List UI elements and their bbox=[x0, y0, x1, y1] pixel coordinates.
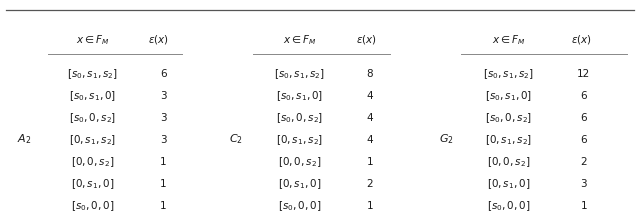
Text: $[0, s_1, 0]$: $[0, s_1, 0]$ bbox=[71, 177, 115, 191]
Text: $G_2$: $G_2$ bbox=[439, 132, 454, 145]
Text: 4: 4 bbox=[367, 135, 373, 145]
Text: $\varepsilon(x)$: $\varepsilon(x)$ bbox=[356, 33, 376, 46]
Text: $[0, 0, s_2]$: $[0, 0, s_2]$ bbox=[487, 155, 531, 169]
Text: $[0, 0, s_2]$: $[0, 0, s_2]$ bbox=[278, 155, 321, 169]
Text: 2: 2 bbox=[580, 157, 587, 167]
Text: $A_2$: $A_2$ bbox=[17, 132, 31, 145]
Text: $\varepsilon(x)$: $\varepsilon(x)$ bbox=[571, 33, 591, 46]
Text: $[s_0, s_1, 0]$: $[s_0, s_1, 0]$ bbox=[69, 89, 116, 103]
Text: 3: 3 bbox=[580, 179, 587, 189]
Text: $[s_0, 0, 0]$: $[s_0, 0, 0]$ bbox=[278, 199, 321, 213]
Text: 6: 6 bbox=[160, 69, 166, 79]
Text: 6: 6 bbox=[580, 91, 587, 101]
Text: $x \in F_M$: $x \in F_M$ bbox=[283, 33, 316, 46]
Text: 2: 2 bbox=[367, 179, 373, 189]
Text: $[s_0, s_1, s_2]$: $[s_0, s_1, s_2]$ bbox=[483, 67, 534, 81]
Text: $[0, s_1, 0]$: $[0, s_1, 0]$ bbox=[487, 177, 531, 191]
Text: 1: 1 bbox=[160, 157, 166, 167]
Text: 12: 12 bbox=[577, 69, 590, 79]
Text: $[s_0, 0, 0]$: $[s_0, 0, 0]$ bbox=[71, 199, 115, 213]
Text: $[0, s_1, s_2]$: $[0, s_1, s_2]$ bbox=[276, 133, 323, 147]
Text: 1: 1 bbox=[367, 201, 373, 211]
Text: $[0, s_1, s_2]$: $[0, s_1, s_2]$ bbox=[69, 133, 116, 147]
Text: 4: 4 bbox=[367, 113, 373, 123]
Text: 1: 1 bbox=[160, 179, 166, 189]
Text: $[0, s_1, 0]$: $[0, s_1, 0]$ bbox=[278, 177, 321, 191]
Text: $[s_0, 0, s_2]$: $[s_0, 0, s_2]$ bbox=[276, 111, 323, 125]
Text: 4: 4 bbox=[367, 91, 373, 101]
Text: 3: 3 bbox=[160, 113, 166, 123]
Text: $[s_0, 0, 0]$: $[s_0, 0, 0]$ bbox=[487, 199, 531, 213]
Text: $\varepsilon(x)$: $\varepsilon(x)$ bbox=[148, 33, 169, 46]
Text: 1: 1 bbox=[160, 201, 166, 211]
Text: 1: 1 bbox=[580, 201, 587, 211]
Text: $[s_0, s_1, s_2]$: $[s_0, s_1, s_2]$ bbox=[274, 67, 325, 81]
Text: $[0, 0, s_2]$: $[0, 0, s_2]$ bbox=[71, 155, 115, 169]
Text: 6: 6 bbox=[580, 113, 587, 123]
Text: $[0, s_1, s_2]$: $[0, s_1, s_2]$ bbox=[485, 133, 532, 147]
Text: 8: 8 bbox=[367, 69, 373, 79]
Text: $[s_0, 0, s_2]$: $[s_0, 0, s_2]$ bbox=[69, 111, 116, 125]
Text: $C_2$: $C_2$ bbox=[228, 132, 243, 145]
Text: 6: 6 bbox=[580, 135, 587, 145]
Text: $[s_0, 0, s_2]$: $[s_0, 0, s_2]$ bbox=[485, 111, 532, 125]
Text: $x \in F_M$: $x \in F_M$ bbox=[76, 33, 109, 46]
Text: $[s_0, s_1, 0]$: $[s_0, s_1, 0]$ bbox=[276, 89, 323, 103]
Text: 3: 3 bbox=[160, 135, 166, 145]
Text: 3: 3 bbox=[160, 91, 166, 101]
Text: $[s_0, s_1, s_2]$: $[s_0, s_1, s_2]$ bbox=[67, 67, 118, 81]
Text: 1: 1 bbox=[367, 157, 373, 167]
Text: $[s_0, s_1, 0]$: $[s_0, s_1, 0]$ bbox=[485, 89, 532, 103]
Text: $x \in F_M$: $x \in F_M$ bbox=[492, 33, 525, 46]
